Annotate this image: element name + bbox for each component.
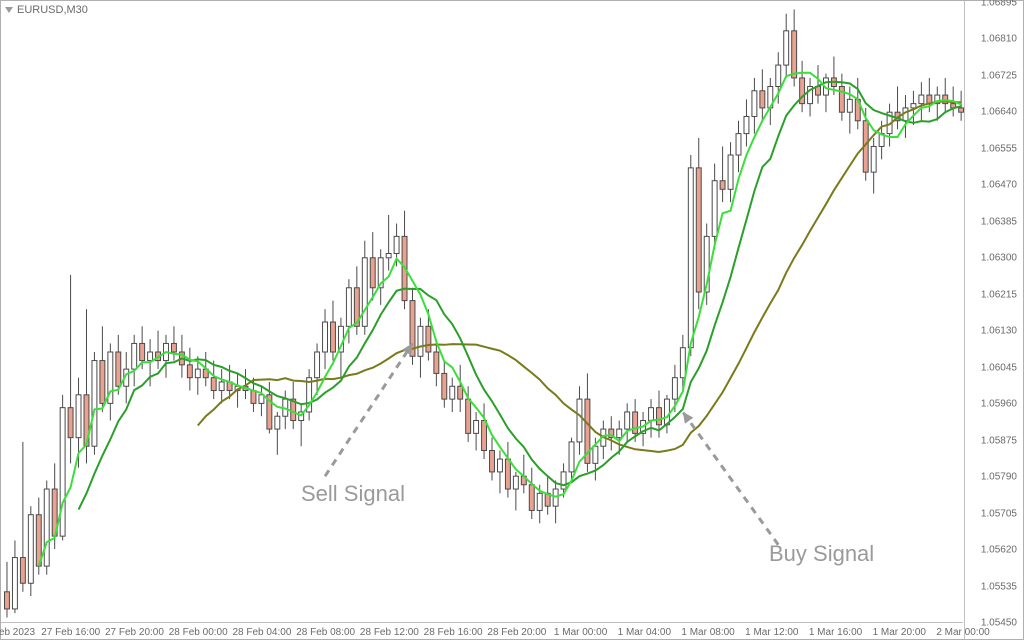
y-tick-label: 1.06385: [981, 216, 1017, 227]
x-tick-label: 1 Mar 20:00: [873, 627, 926, 638]
y-tick-label: 1.05705: [981, 508, 1017, 519]
y-axis: 1.054501.055351.056201.057051.057901.058…: [964, 1, 1023, 639]
x-tick-label: 1 Mar 00:00: [554, 627, 607, 638]
y-tick-label: 1.05620: [981, 545, 1017, 556]
x-tick-label: 28 Feb 20:00: [487, 627, 546, 638]
x-tick-label: 28 Feb 16:00: [424, 627, 483, 638]
y-tick-label: 1.06640: [981, 107, 1017, 118]
y-tick-label: 1.06130: [981, 326, 1017, 337]
y-tick-label: 1.06300: [981, 253, 1017, 264]
y-tick-label: 1.05875: [981, 435, 1017, 446]
x-tick-label: 1 Mar 12:00: [745, 627, 798, 638]
y-tick-label: 1.06725: [981, 70, 1017, 81]
x-tick-label: 27 Feb 2023: [0, 627, 35, 638]
y-tick-label: 1.06470: [981, 180, 1017, 191]
x-tick-label: 28 Feb 12:00: [360, 627, 419, 638]
y-tick-label: 1.05790: [981, 472, 1017, 483]
y-tick-label: 1.06810: [981, 34, 1017, 45]
x-axis: 27 Feb 2023 27 Feb 16:00 27 Feb 20:00 28 Fe…: [1, 622, 963, 639]
chart-frame: EURUSD,M30 1.054501.055351.056201.057051…: [0, 0, 1024, 640]
x-tick-label: 2 Mar 00:00: [936, 627, 989, 638]
x-tick-label: 1 Mar 04:00: [618, 627, 671, 638]
x-tick-label: 27 Feb 16:00: [41, 627, 100, 638]
y-tick-label: 1.05535: [981, 581, 1017, 592]
y-tick-label: 1.05960: [981, 399, 1017, 410]
x-tick-label: 28 Feb 00:00: [169, 627, 228, 638]
x-tick-label: 1 Mar 16:00: [809, 627, 862, 638]
y-tick-label: 1.06215: [981, 289, 1017, 300]
y-tick-label: 1.06555: [981, 143, 1017, 154]
x-tick-label: 1 Mar 08:00: [681, 627, 734, 638]
x-tick-label: 28 Feb 04:00: [232, 627, 291, 638]
x-tick-label: 28 Feb 08:00: [296, 627, 355, 638]
price-chart[interactable]: [1, 1, 1023, 640]
x-tick-label: 27 Feb 20:00: [105, 627, 164, 638]
y-tick-label: 1.06045: [981, 362, 1017, 373]
y-tick-label: 1.06895: [981, 0, 1017, 9]
